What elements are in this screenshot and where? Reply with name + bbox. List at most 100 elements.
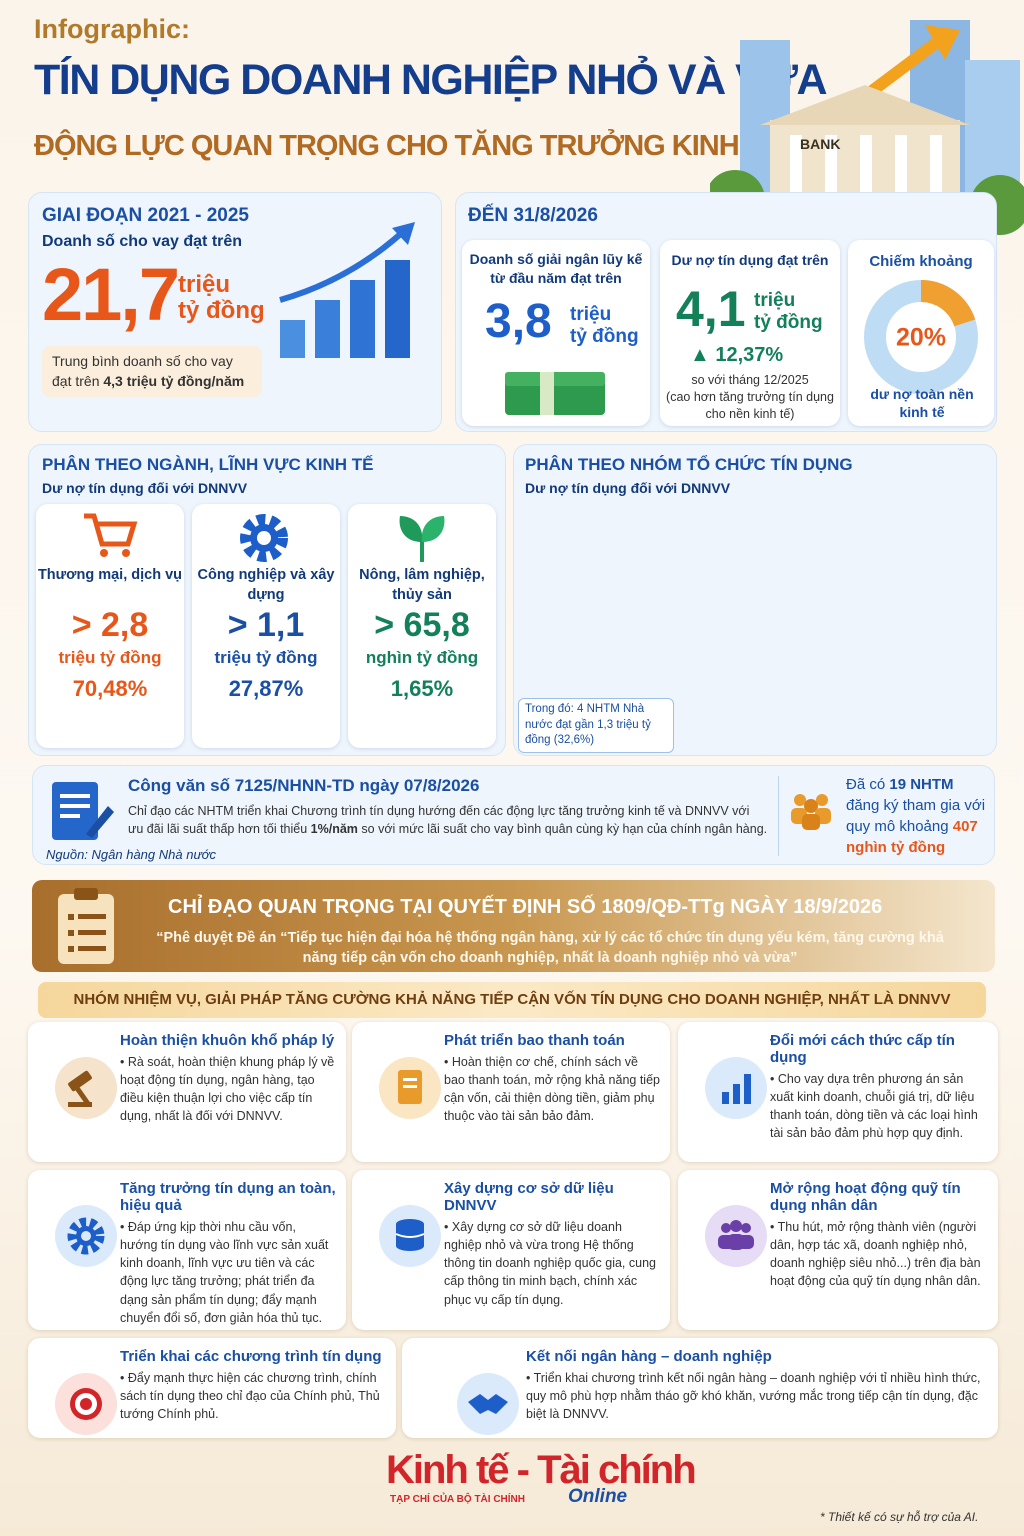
task-icon xyxy=(55,1057,117,1119)
task-body: Rà soát, hoàn thiện khung pháp lý về hoạ… xyxy=(120,1053,336,1126)
sector-share: 27,87% xyxy=(228,676,304,701)
task-icon xyxy=(55,1373,117,1435)
task-icon xyxy=(396,1241,424,1251)
decision-quote: “Phê duyệt Đề án “Tiếp tục hiện đại hóa … xyxy=(156,930,944,967)
sectors-heading: PHÂN THEO NGÀNH, LĨNH VỰC KINH TẾ xyxy=(42,455,374,474)
task-icon xyxy=(721,1223,731,1233)
decision-title: CHỈ ĐẠO QUAN TRỌNG TẠI QUYẾT ĐỊNH SỐ 180… xyxy=(168,896,883,918)
ai-note: * Thiết kế có sự hỗ trợ của AI. xyxy=(820,1510,979,1524)
sector-icon xyxy=(236,510,296,571)
dispatch-panel xyxy=(32,765,995,865)
sector-icon xyxy=(421,516,445,542)
sector-share: 1,65% xyxy=(390,676,454,701)
task-title: Phát triển bao thanh toán xyxy=(444,1032,625,1049)
share-label: Chiếm khoảng xyxy=(869,253,973,270)
task-body: Hoàn thiện cơ chế, chính sách về bao tha… xyxy=(444,1053,660,1126)
outstanding-note: so với tháng 12/2025 (cao hơn tăng trưởng… xyxy=(664,372,836,423)
task-icon xyxy=(67,1217,105,1255)
task-icon xyxy=(733,1084,740,1104)
task-card: Đổi mới cách thức cấp tín dụng Cho vay dự… xyxy=(678,1022,998,1162)
body-bold: 1%/năm xyxy=(310,822,358,837)
task-icon xyxy=(468,1394,508,1414)
unit-line: triệu xyxy=(754,290,796,311)
task-body: Triển khai chương trình kết nối ngân hàn… xyxy=(526,1369,988,1423)
task-card: Xây dựng cơ sở dữ liệu DNNVV Xây dựng cơ … xyxy=(352,1170,670,1330)
task-icon xyxy=(68,1102,92,1107)
task-icon xyxy=(55,1057,117,1119)
sectors-subheading: Dư nợ tín dụng đối với DNNVV xyxy=(42,480,248,496)
divider xyxy=(778,776,779,856)
task-body: Xây dựng cơ sở dữ liệu doanh nghiệp nhỏ … xyxy=(444,1218,660,1309)
side-text: đăng ký tham gia với quy mô khoảng xyxy=(846,797,986,835)
unit-line: triệu xyxy=(178,271,231,298)
task-icon xyxy=(730,1220,742,1232)
body: so với mức lãi suất cho vay bình quân cù… xyxy=(361,822,768,837)
task-icon xyxy=(705,1057,767,1119)
task-title: Hoàn thiện khuôn khổ pháp lý xyxy=(120,1032,335,1049)
sector-name: Thương mại, dịch vụ xyxy=(37,567,183,583)
outstanding-card xyxy=(660,240,840,426)
sector-value: > 1,1 xyxy=(227,606,305,644)
note-text: Trung bình doanh số cho vay đạt trên xyxy=(52,353,233,389)
tasks-heading: NHÓM NHIỆM VỤ, GIẢI PHÁP TĂNG CƯỜNG KHẢ … xyxy=(38,982,986,1018)
task-icon xyxy=(741,1223,751,1233)
period-heading: GIAI ĐOẠN 2021 - 2025 xyxy=(42,205,249,226)
period-note: Trung bình doanh số cho vay đạt trên 4,3… xyxy=(42,346,262,398)
money-icon xyxy=(505,372,605,415)
sector-icon xyxy=(84,513,138,547)
task-body: Đẩy mạnh thực hiện các chương trình, chí… xyxy=(120,1369,386,1423)
task-icon xyxy=(395,1233,425,1238)
period-value: 21,7 xyxy=(42,253,180,336)
task-icon xyxy=(705,1205,767,1267)
task-icon xyxy=(722,1092,729,1104)
task-body: Thu hút, mở rộng thành viên (người dân, … xyxy=(770,1218,988,1291)
body: Chỉ đạo các NHTM triển khai Chương trình… xyxy=(128,804,750,837)
source: Nguồn: Ngân hàng Nhà nước xyxy=(46,847,217,862)
growth-value: 12,37% xyxy=(715,344,784,366)
bar-illustration xyxy=(279,222,415,358)
clipboard-icon xyxy=(58,888,114,964)
remark: (cao hơn tăng trưởng tín dụng cho nền ki… xyxy=(666,389,834,421)
sector-icon xyxy=(84,513,138,557)
sector-icon xyxy=(122,549,130,557)
task-icon xyxy=(74,1086,91,1106)
task-title: Xây dựng cơ sở dữ liệu DNNVV xyxy=(444,1180,614,1214)
unit-line: tỷ đồng xyxy=(754,312,823,333)
task-title: Kết nối ngân hàng – doanh nghiệp xyxy=(526,1348,772,1365)
note-value: 4,3 triệu tỷ đồng/năm xyxy=(103,372,245,389)
task-icon xyxy=(379,1057,441,1119)
side-value: 407 nghìn tỷ đồng xyxy=(846,818,978,856)
disbursed-unit: triệu tỷ đồng xyxy=(570,304,639,348)
task-icon xyxy=(457,1373,519,1435)
task-icon xyxy=(81,1231,91,1241)
sector-share: 70,48% xyxy=(72,676,148,701)
task-card: Hoàn thiện khuôn khổ pháp lý Rà soát, hoà… xyxy=(28,1022,346,1162)
task-body: Đáp ứng kịp thời nhu cầu vốn, hướng tín … xyxy=(120,1218,336,1327)
dispatch-body: Chỉ đạo các NHTM triển khai Chương trình… xyxy=(128,802,768,838)
subtitle: ĐỘNG LỰC QUAN TRỌNG CHO TĂNG TRƯỞNG KINH… xyxy=(34,130,782,162)
sector-icon xyxy=(392,510,452,571)
institutions-subheading: Dư nợ tín dụng đối với DNNVV xyxy=(525,480,731,496)
share-value: 20% xyxy=(896,324,946,352)
people-icon xyxy=(791,794,831,830)
task-icon xyxy=(744,1074,751,1104)
tagline: TẠP CHÍ CỦA BỘ TÀI CHÍNH xyxy=(390,1494,525,1505)
outstanding-label: Dư nợ tín dụng đạt trên xyxy=(671,252,829,268)
sector-name: Công nghiệp và xây dựng xyxy=(197,567,335,603)
task-icon xyxy=(403,1078,417,1081)
disbursed-value: 3,8 xyxy=(485,295,552,348)
institution-note: Trong đó: 4 NHTM Nhà nước đạt gần 1,3 tr… xyxy=(518,698,674,753)
task-card: Mở rộng hoạt động quỹ tín dụng nhân dân T… xyxy=(678,1170,998,1330)
task-icon xyxy=(728,1234,744,1250)
task-title: Triển khai các chương trình tín dụng xyxy=(120,1348,382,1365)
task-title: Mở rộng hoạt động quỹ tín dụng nhân dân xyxy=(770,1180,961,1214)
dispatch-side: Đã có 19 NHTM đăng ký tham gia với quy m… xyxy=(846,774,991,858)
document-icon xyxy=(52,782,114,840)
task-card: Tăng trưởng tín dụng an toàn, hiệu quả Đá… xyxy=(28,1170,346,1330)
task-card: Triển khai các chương trình tín dụng Đẩy … xyxy=(28,1338,396,1438)
institutions-heading: PHÂN THEO NHÓM TỔ CHỨC TÍN DỤNG xyxy=(525,455,853,474)
share-caption: dư nợ toàn nền kinh tế xyxy=(870,386,974,420)
side-text: Đã có xyxy=(846,776,886,793)
task-title: Tăng trưởng tín dụng an toàn, hiệu quả xyxy=(120,1180,336,1214)
